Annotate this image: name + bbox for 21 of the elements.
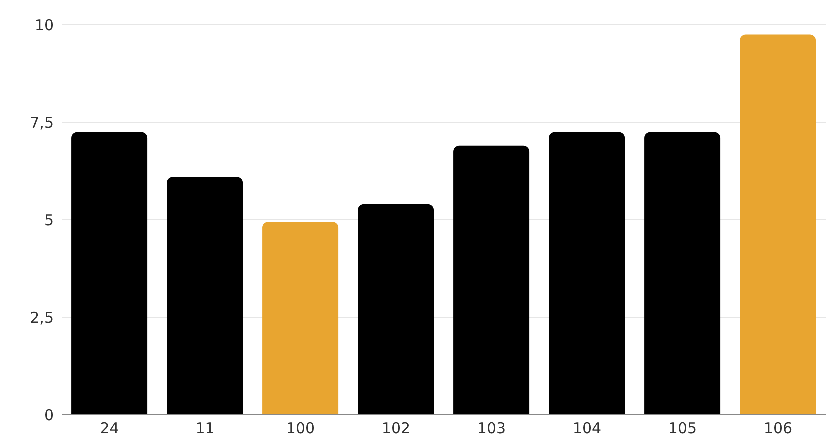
x-tick-label: 103 — [477, 420, 506, 438]
bar — [549, 132, 626, 415]
bar — [262, 222, 339, 415]
bar — [358, 204, 434, 415]
bar — [72, 132, 148, 415]
x-tick-label: 102 — [382, 420, 411, 438]
y-tick-label: 5 — [44, 211, 54, 230]
x-tick-label: 100 — [286, 420, 316, 438]
bar — [644, 132, 721, 415]
y-tick-label: 2,5 — [30, 308, 54, 327]
y-tick-label: 7,5 — [30, 114, 54, 132]
x-tick-label: 11 — [196, 420, 215, 438]
bar — [454, 146, 530, 415]
y-tick-label: 0 — [44, 406, 54, 424]
x-tick-label: 104 — [572, 420, 602, 438]
x-tick-label: 106 — [764, 420, 793, 438]
y-tick-label: 10 — [34, 16, 54, 34]
bar — [740, 34, 816, 415]
bar — [167, 177, 244, 415]
x-tick-label: 105 — [668, 420, 698, 438]
x-tick-label: 24 — [100, 420, 120, 438]
